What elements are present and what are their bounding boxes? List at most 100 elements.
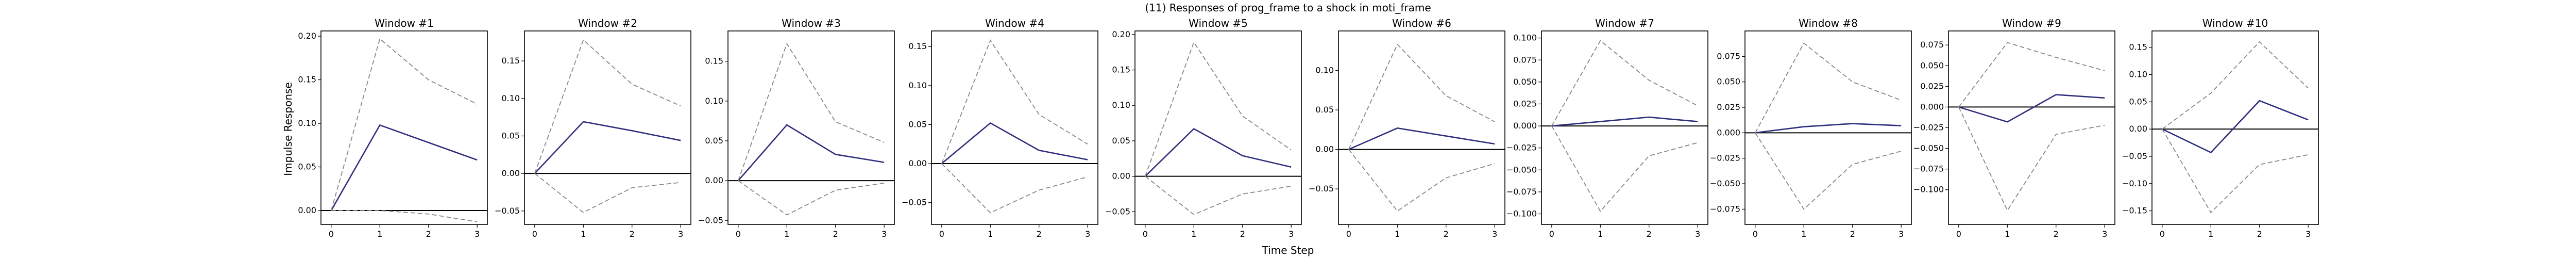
- x-tick-label: 2: [630, 229, 635, 239]
- x-tick-label: 0: [329, 229, 334, 239]
- impulse-response-line: [941, 122, 1088, 165]
- y-tick-label: −0.025: [1506, 143, 1537, 153]
- y-tick-label: 0.075: [1513, 55, 1537, 64]
- x-tick-label: 2: [2054, 229, 2059, 239]
- y-tick-label: −0.050: [1710, 179, 1740, 188]
- y-tick-label: 0.10: [2129, 70, 2147, 79]
- plot-frame: [1134, 30, 1302, 225]
- confidence-band-lower-line: [738, 180, 885, 216]
- plot-frame: [320, 30, 488, 225]
- x-tick-label: 2: [1444, 229, 1449, 239]
- confidence-band-upper-line: [1348, 43, 1495, 150]
- y-tick-label: −0.075: [1913, 164, 1944, 174]
- confidence-band-upper-line: [534, 39, 681, 174]
- x-tick-label: 1: [1598, 229, 1603, 239]
- x-tick-label: 2: [426, 229, 431, 239]
- y-tick-label: 0.00: [1112, 171, 1130, 181]
- y-tick-label: −0.075: [1506, 187, 1537, 197]
- confidence-band-upper-line: [330, 38, 478, 211]
- y-tick-label: 0.05: [298, 162, 316, 172]
- confidence-band-upper-line: [1755, 42, 1902, 133]
- y-tick-label: 0.05: [501, 131, 520, 140]
- y-tick-label: 0.05: [908, 119, 927, 129]
- chart-panel: Window #4 0 1 2 3 −0.05 0.00 0.05 0.10 0.15: [902, 17, 1098, 239]
- x-axis-label: Time Step: [1262, 244, 1314, 256]
- y-tick-label: 0.075: [1717, 51, 1740, 61]
- impulse-response-line: [534, 121, 681, 174]
- x-tick-label: 0: [939, 229, 944, 239]
- y-tick-label: 0.025: [1513, 99, 1537, 108]
- y-tick-label: −0.05: [2122, 151, 2147, 161]
- x-tick-label: 1: [784, 229, 789, 239]
- confidence-band-upper-line: [1958, 42, 2105, 107]
- figure-title: (11) Responses of prog_frame to a shock …: [1145, 2, 1431, 14]
- confidence-band-lower-line: [2162, 128, 2309, 214]
- x-tick-label: 3: [1695, 229, 1700, 239]
- confidence-band-upper-line: [2162, 41, 2309, 130]
- panel-title: Window #10: [2202, 17, 2268, 29]
- x-tick-label: 3: [1899, 229, 1904, 239]
- y-tick-label: 0.20: [1112, 29, 1130, 39]
- y-tick-label: 0.20: [298, 31, 316, 41]
- panel-title: Window #4: [985, 17, 1044, 29]
- x-tick-label: 0: [1346, 229, 1351, 239]
- x-tick-label: 1: [988, 229, 993, 239]
- plot-frame: [727, 30, 895, 225]
- y-tick-label: −0.05: [495, 206, 520, 216]
- x-tick-label: 0: [1143, 229, 1148, 239]
- chart-panel: Window #1 0 1 2 3 0.00 0.05 0.10 0.15 0.20: [298, 17, 488, 239]
- x-tick-label: 1: [581, 229, 586, 239]
- x-tick-label: 0: [2160, 229, 2165, 239]
- impulse-response-line: [2162, 100, 2309, 154]
- x-tick-label: 2: [2257, 229, 2262, 239]
- confidence-band-lower-line: [1551, 125, 1698, 212]
- panel-title: Window #3: [782, 17, 841, 29]
- y-tick-label: 0.025: [1920, 81, 1944, 91]
- y-tick-label: 0.075: [1920, 40, 1944, 50]
- panel-title: Window #7: [1595, 17, 1654, 29]
- y-tick-label: −0.05: [902, 198, 927, 207]
- y-tick-label: −0.025: [1710, 153, 1740, 163]
- x-tick-label: 3: [1289, 229, 1294, 239]
- y-tick-label: 0.100: [1513, 33, 1537, 43]
- y-tick-label: 0.00: [705, 175, 723, 185]
- y-tick-label: 0.05: [1315, 105, 1334, 115]
- chart-panel: Window #3 0 1 2 3 −0.05 0.00 0.05 0.10 0.15: [698, 17, 895, 239]
- impulse-response-line: [737, 124, 885, 181]
- y-tick-label: 0.000: [1920, 102, 1944, 111]
- y-tick-label: 0.050: [1920, 60, 1944, 70]
- chart-panel: Window #10 0 1 2 3 −0.15 −0.10 −0.05 0.00 0.05 0.1…: [2122, 17, 2319, 239]
- chart-panel: Window #9 0 1 2 3 −0.100 −0.075 −0.050 −0.025 0.0…: [1913, 17, 2115, 239]
- y-tick-label: 0.05: [1112, 136, 1130, 146]
- x-tick-label: 0: [736, 229, 741, 239]
- y-tick-label: 0.15: [298, 75, 316, 85]
- panel-title: Window #8: [1799, 17, 1858, 29]
- y-tick-label: 0.00: [2129, 124, 2147, 134]
- panel-title: Window #6: [1392, 17, 1451, 29]
- y-tick-label: 0.15: [908, 41, 927, 51]
- plot-frame: [2151, 30, 2319, 225]
- y-tick-label: −0.050: [1913, 143, 1944, 153]
- panel-title: Window #9: [2002, 17, 2061, 29]
- plot-frame: [524, 30, 691, 225]
- plot-frame: [1744, 30, 1912, 225]
- x-tick-label: 0: [532, 229, 537, 239]
- x-tick-label: 1: [1801, 229, 1806, 239]
- plot-frame: [1541, 30, 1708, 225]
- y-tick-label: −0.075: [1710, 204, 1740, 214]
- y-tick-label: 0.025: [1717, 102, 1740, 112]
- y-tick-label: 0.15: [501, 56, 520, 66]
- impulse-response-line: [1551, 116, 1698, 127]
- y-tick-label: 0.000: [1717, 127, 1740, 137]
- confidence-band-lower-line: [941, 163, 1088, 214]
- panel-title: Window #1: [375, 17, 434, 29]
- x-tick-label: 2: [1037, 229, 1042, 239]
- confidence-band-upper-line: [1144, 41, 1292, 176]
- y-tick-label: 0.05: [2129, 96, 2147, 106]
- x-tick-label: 0: [1753, 229, 1758, 239]
- x-tick-label: 3: [1085, 229, 1090, 239]
- impulse-response-line: [1755, 123, 1902, 134]
- y-tick-label: 0.00: [298, 205, 316, 215]
